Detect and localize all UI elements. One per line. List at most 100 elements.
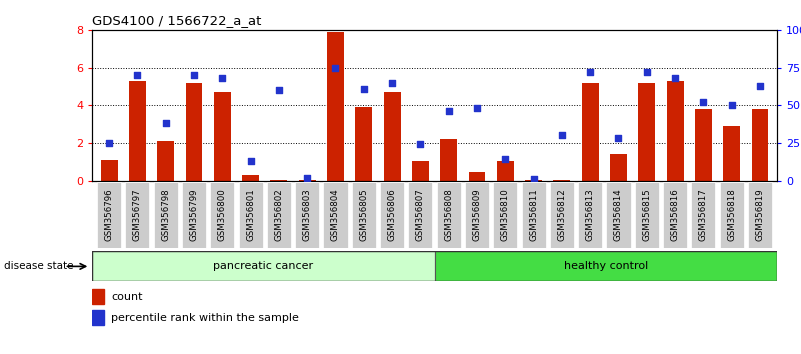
Bar <box>299 179 316 181</box>
Text: GSM356808: GSM356808 <box>445 189 453 241</box>
Text: GSM356812: GSM356812 <box>557 189 566 241</box>
FancyBboxPatch shape <box>434 251 777 281</box>
Point <box>329 65 342 70</box>
Text: GSM356815: GSM356815 <box>642 189 651 241</box>
Point <box>612 136 625 141</box>
Bar <box>695 109 712 181</box>
Text: GSM356809: GSM356809 <box>473 189 481 241</box>
Bar <box>327 32 344 181</box>
Text: disease state: disease state <box>4 261 74 272</box>
Bar <box>129 81 146 181</box>
FancyBboxPatch shape <box>352 182 376 248</box>
Text: GSM356801: GSM356801 <box>246 189 255 241</box>
Text: percentile rank within the sample: percentile rank within the sample <box>111 313 299 323</box>
Text: GSM356804: GSM356804 <box>331 189 340 241</box>
Text: GSM356805: GSM356805 <box>360 189 368 241</box>
FancyBboxPatch shape <box>267 182 291 248</box>
Bar <box>384 92 400 181</box>
Point <box>669 75 682 81</box>
Text: GSM356810: GSM356810 <box>501 189 509 241</box>
FancyBboxPatch shape <box>295 182 320 248</box>
Point <box>555 132 568 138</box>
Point <box>584 69 597 75</box>
Text: GSM356806: GSM356806 <box>388 189 396 241</box>
Point <box>414 142 427 147</box>
Point <box>187 72 200 78</box>
Point <box>103 140 115 146</box>
Text: GSM356813: GSM356813 <box>586 189 594 241</box>
Bar <box>92 310 104 325</box>
FancyBboxPatch shape <box>239 182 263 248</box>
FancyBboxPatch shape <box>493 182 517 248</box>
Bar <box>214 92 231 181</box>
Point <box>470 105 483 111</box>
FancyBboxPatch shape <box>465 182 489 248</box>
Bar <box>553 179 570 181</box>
Text: GSM356800: GSM356800 <box>218 189 227 241</box>
Bar <box>610 154 627 181</box>
Bar <box>92 289 104 304</box>
Bar <box>412 161 429 181</box>
FancyBboxPatch shape <box>324 182 348 248</box>
FancyBboxPatch shape <box>606 182 630 248</box>
Point <box>301 175 314 181</box>
Bar <box>525 179 542 181</box>
Text: GSM356803: GSM356803 <box>303 189 312 241</box>
FancyBboxPatch shape <box>663 182 687 248</box>
Bar <box>356 107 372 181</box>
Text: GSM356802: GSM356802 <box>275 189 284 241</box>
Bar <box>751 109 768 181</box>
FancyBboxPatch shape <box>409 182 433 248</box>
Text: GSM356807: GSM356807 <box>416 189 425 241</box>
Text: GSM356814: GSM356814 <box>614 189 623 241</box>
Bar <box>101 160 118 181</box>
Point <box>386 80 399 86</box>
FancyBboxPatch shape <box>211 182 235 248</box>
Bar <box>582 83 598 181</box>
Bar <box>441 139 457 181</box>
FancyBboxPatch shape <box>691 182 715 248</box>
Text: GSM356818: GSM356818 <box>727 189 736 241</box>
Point <box>159 120 172 126</box>
FancyBboxPatch shape <box>521 182 545 248</box>
Text: GSM356817: GSM356817 <box>699 189 708 241</box>
Text: healthy control: healthy control <box>564 261 648 272</box>
FancyBboxPatch shape <box>748 182 772 248</box>
Text: GSM356797: GSM356797 <box>133 189 142 241</box>
Text: GDS4100 / 1566722_a_at: GDS4100 / 1566722_a_at <box>92 14 261 27</box>
Bar <box>242 175 259 181</box>
Point <box>131 72 144 78</box>
Point <box>527 176 540 182</box>
FancyBboxPatch shape <box>182 182 206 248</box>
Bar <box>469 172 485 181</box>
Point <box>442 108 455 114</box>
Point <box>697 99 710 105</box>
Point <box>640 69 653 75</box>
Bar <box>723 126 740 181</box>
FancyBboxPatch shape <box>634 182 658 248</box>
Bar <box>186 83 203 181</box>
Text: GSM356796: GSM356796 <box>105 189 114 241</box>
Text: GSM356811: GSM356811 <box>529 189 538 241</box>
FancyBboxPatch shape <box>578 182 602 248</box>
Bar <box>497 161 513 181</box>
FancyBboxPatch shape <box>437 182 461 248</box>
Text: GSM356816: GSM356816 <box>670 189 679 241</box>
Bar <box>157 141 174 181</box>
FancyBboxPatch shape <box>380 182 405 248</box>
Bar <box>271 179 288 181</box>
Point <box>499 156 512 162</box>
Text: GSM356798: GSM356798 <box>161 189 170 241</box>
Text: pancreatic cancer: pancreatic cancer <box>213 261 313 272</box>
FancyBboxPatch shape <box>719 182 743 248</box>
FancyBboxPatch shape <box>154 182 178 248</box>
Point <box>244 158 257 164</box>
Point <box>725 103 738 108</box>
Point <box>272 87 285 93</box>
Bar <box>638 83 655 181</box>
Point <box>754 83 767 88</box>
Point <box>357 86 370 92</box>
Text: GSM356799: GSM356799 <box>190 189 199 241</box>
FancyBboxPatch shape <box>97 182 121 248</box>
Text: GSM356819: GSM356819 <box>755 189 764 241</box>
